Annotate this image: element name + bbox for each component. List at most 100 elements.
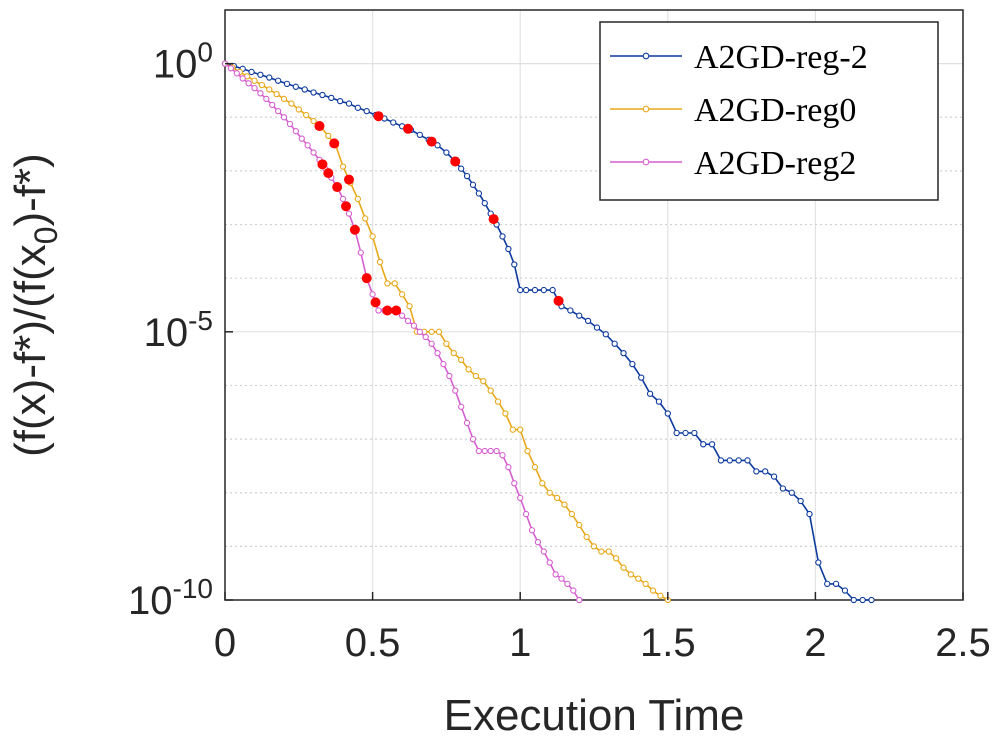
data-point (469, 181, 477, 188)
legend-marker (642, 158, 650, 166)
data-point (744, 457, 751, 464)
data-point (646, 390, 654, 397)
data-point (700, 441, 707, 448)
data-point (524, 447, 531, 455)
data-point (824, 580, 831, 588)
data-point (691, 429, 698, 437)
data-point (859, 596, 866, 604)
data-point (540, 286, 547, 294)
data-point (517, 286, 524, 294)
data-point (406, 303, 413, 310)
data-point (274, 77, 282, 84)
data-point (552, 571, 559, 578)
legend-marker (642, 52, 650, 60)
data-point (567, 307, 574, 314)
data-point (522, 286, 530, 294)
data-point (239, 75, 246, 82)
data-point (233, 70, 240, 77)
data-point (273, 90, 280, 98)
data-point (319, 91, 326, 99)
data-point (303, 111, 310, 119)
data-point (310, 117, 317, 125)
data-point (558, 575, 565, 582)
data-point (505, 463, 512, 471)
x-tick-label: 2 (804, 621, 826, 665)
data-point (363, 108, 370, 115)
data-point (458, 403, 465, 410)
y-tick-label: 10-10 (128, 573, 213, 623)
data-point (354, 195, 361, 203)
data-point (480, 378, 487, 385)
data-point (354, 104, 361, 111)
data-point (735, 457, 742, 464)
data-point (465, 366, 472, 373)
x-tick-label: 0.5 (345, 621, 401, 665)
data-point (469, 435, 477, 443)
data-point (546, 489, 553, 496)
data-point (576, 596, 583, 604)
data-point (251, 84, 258, 92)
data-point (398, 291, 406, 298)
restart-marker (361, 273, 372, 284)
data-point (539, 480, 546, 487)
restart-marker (553, 295, 564, 306)
data-point (528, 527, 536, 534)
data-point (257, 90, 264, 97)
data-point (629, 360, 636, 368)
data-point (657, 592, 664, 599)
data-point (481, 447, 488, 455)
data-point (345, 210, 353, 217)
data-point (292, 83, 299, 90)
data-point (248, 68, 255, 76)
data-point (487, 387, 494, 394)
legend-entry: A2GD-reg-2 (694, 39, 868, 76)
restart-marker (317, 159, 328, 170)
data-point (517, 494, 524, 502)
data-point (283, 80, 291, 87)
legend-marker (642, 105, 650, 113)
data-point (612, 555, 620, 562)
data-point (298, 135, 305, 142)
data-point (463, 419, 471, 427)
restart-marker (450, 156, 461, 167)
data-point (638, 374, 645, 381)
data-point (458, 165, 465, 172)
data-point (257, 71, 264, 78)
data-point (446, 372, 453, 380)
data-point (428, 328, 435, 335)
data-point (398, 312, 406, 319)
data-point (642, 580, 649, 588)
data-point (292, 128, 299, 135)
data-point (620, 564, 627, 571)
data-point (245, 80, 252, 87)
data-point (404, 317, 412, 325)
series-A2GD-reg0 (221, 60, 671, 604)
data-point (339, 163, 347, 170)
data-point (375, 307, 382, 314)
restart-marker (373, 111, 384, 122)
data-point (339, 195, 347, 203)
data-point (561, 501, 568, 508)
data-point (435, 328, 443, 335)
data-point (310, 149, 317, 156)
data-point (440, 360, 447, 368)
data-point (266, 86, 273, 93)
data-point (509, 426, 516, 433)
data-point (428, 340, 435, 347)
y-tick-label: 100 (153, 37, 213, 87)
series-A2GD-reg-2 (221, 60, 875, 604)
data-point (797, 497, 804, 505)
data-point (263, 95, 270, 103)
data-point (463, 172, 471, 180)
data-point (649, 587, 657, 594)
data-point (611, 340, 618, 347)
x-tick-label: 1.5 (640, 621, 696, 665)
data-point (841, 587, 849, 594)
data-point (570, 587, 577, 594)
data-point (511, 261, 518, 268)
data-point (493, 447, 500, 455)
data-point (266, 74, 273, 81)
restart-marker (349, 224, 360, 235)
series-layer (221, 60, 875, 604)
